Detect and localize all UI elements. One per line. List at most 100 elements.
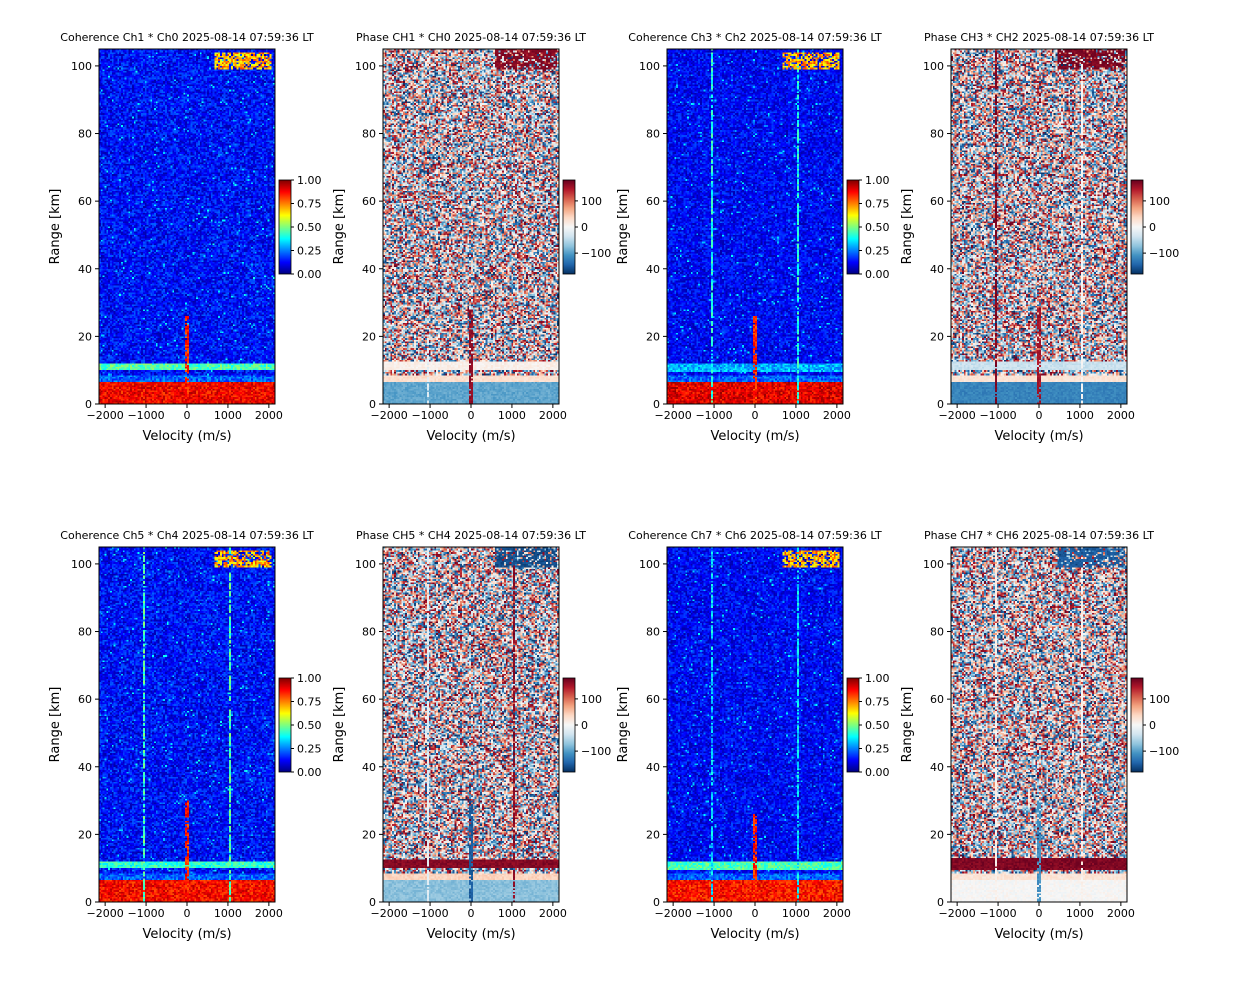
colorbar-tick-label: 0.25 [297, 245, 322, 258]
y-tick-label: 80 [930, 626, 944, 639]
y-tick-label: 40 [646, 263, 660, 276]
colorbar-tick-label: 0.75 [297, 696, 322, 709]
chart-title: Coherence Ch3 * Ch2 2025-08-14 07:59:36 … [628, 31, 882, 44]
y-tick-label: 60 [78, 195, 92, 208]
y-tick-label: 40 [930, 263, 944, 276]
subplot-phase: Phase CH5 * CH4 2025-08-14 07:59:36 LT −2… [332, 529, 611, 942]
colorbar-tick-label: 100 [1149, 195, 1170, 208]
x-tick-label: −2000 [939, 409, 976, 422]
chart-title: Phase CH5 * CH4 2025-08-14 07:59:36 LT [356, 529, 586, 542]
y-tick-label: 80 [362, 626, 376, 639]
chart-title: Coherence Ch1 * Ch0 2025-08-14 07:59:36 … [60, 31, 314, 44]
x-tick-label: 0 [468, 409, 475, 422]
heatmap-image [383, 49, 559, 404]
colorbar-tick-label: 0.00 [297, 268, 322, 281]
y-tick-label: 40 [362, 761, 376, 774]
chart-title: Phase CH3 * CH2 2025-08-14 07:59:36 LT [924, 31, 1154, 44]
y-tick-label: 20 [362, 828, 376, 841]
y-tick-label: 20 [646, 330, 660, 343]
y-axis-label: Range [km] [48, 189, 63, 265]
colorbar-tick-label: −100 [581, 247, 611, 260]
colorbar-tick-label: 0.75 [865, 198, 890, 211]
y-tick-label: 0 [653, 896, 660, 909]
y-tick-label: 80 [78, 626, 92, 639]
x-tick-label: 0 [752, 907, 759, 920]
y-tick-label: 40 [362, 263, 376, 276]
colorbar-gradient [279, 180, 291, 274]
x-tick-label: 1000 [782, 907, 810, 920]
colorbar-tick-label: 0.00 [865, 766, 890, 779]
x-tick-label: −1000 [127, 907, 164, 920]
x-tick-label: −1000 [411, 907, 448, 920]
y-tick-label: 100 [355, 558, 376, 571]
x-tick-label: 1000 [498, 907, 526, 920]
y-tick-label: 60 [646, 195, 660, 208]
y-tick-label: 20 [646, 828, 660, 841]
y-tick-label: 0 [369, 896, 376, 909]
y-axis-label: Range [km] [900, 687, 915, 763]
x-tick-label: −1000 [127, 409, 164, 422]
x-tick-label: −2000 [87, 409, 124, 422]
subplot-phase: Phase CH1 * CH0 2025-08-14 07:59:36 LT −2… [332, 31, 611, 444]
colorbar-tick-label: 0.50 [865, 719, 890, 732]
colorbar-tick-label: 1.00 [297, 174, 322, 187]
subplot-coherence: Coherence Ch1 * Ch0 2025-08-14 07:59:36 … [48, 31, 322, 444]
colorbar-tick-label: 0.25 [865, 743, 890, 756]
heatmap-image [99, 547, 275, 902]
chart-title: Coherence Ch5 * Ch4 2025-08-14 07:59:36 … [60, 529, 314, 542]
heatmap-image [951, 547, 1127, 902]
y-tick-label: 0 [85, 896, 92, 909]
colorbar-gradient [847, 180, 859, 274]
heatmap-image [667, 49, 843, 404]
y-tick-label: 0 [653, 398, 660, 411]
colorbar-tick-label: 1.00 [865, 672, 890, 685]
x-tick-label: 0 [1036, 907, 1043, 920]
y-tick-label: 20 [78, 330, 92, 343]
colorbar-tick-label: 0.50 [865, 221, 890, 234]
x-tick-label: 0 [184, 907, 191, 920]
colorbar-tick-label: 0.25 [865, 245, 890, 258]
colorbar-tick-label: 0.00 [865, 268, 890, 281]
y-tick-label: 0 [937, 896, 944, 909]
x-tick-label: 2000 [539, 907, 567, 920]
subplot-phase: Phase CH7 * CH6 2025-08-14 07:59:36 LT −2… [900, 529, 1179, 942]
colorbar-tick-label: 0.25 [297, 743, 322, 756]
colorbar-gradient [563, 180, 575, 274]
y-tick-label: 20 [930, 828, 944, 841]
heatmap-image [951, 49, 1127, 404]
heatmap-image [667, 547, 843, 902]
y-tick-label: 0 [937, 398, 944, 411]
x-tick-label: −2000 [655, 409, 692, 422]
colorbar-tick-label: 0 [1149, 719, 1156, 732]
x-axis-label: Velocity (m/s) [710, 927, 799, 942]
colorbar-gradient [279, 678, 291, 772]
x-tick-label: −2000 [939, 907, 976, 920]
y-tick-label: 80 [646, 128, 660, 141]
y-tick-label: 60 [362, 693, 376, 706]
x-tick-label: 2000 [255, 409, 283, 422]
y-tick-label: 60 [646, 693, 660, 706]
y-tick-label: 40 [930, 761, 944, 774]
y-axis-label: Range [km] [332, 687, 347, 763]
colorbar-tick-label: 1.00 [297, 672, 322, 685]
y-tick-label: 80 [362, 128, 376, 141]
x-axis-label: Velocity (m/s) [426, 927, 515, 942]
y-tick-label: 0 [369, 398, 376, 411]
colorbar-gradient [847, 678, 859, 772]
x-tick-label: 1000 [498, 409, 526, 422]
x-axis-label: Velocity (m/s) [994, 927, 1083, 942]
x-axis-label: Velocity (m/s) [994, 429, 1083, 444]
colorbar-tick-label: −100 [1149, 745, 1179, 758]
x-tick-label: 0 [468, 907, 475, 920]
y-tick-label: 60 [930, 693, 944, 706]
chart-title: Coherence Ch7 * Ch6 2025-08-14 07:59:36 … [628, 529, 882, 542]
x-tick-label: 1000 [214, 907, 242, 920]
x-tick-label: 0 [184, 409, 191, 422]
y-tick-label: 60 [78, 693, 92, 706]
y-tick-label: 100 [71, 558, 92, 571]
subplot-coherence: Coherence Ch7 * Ch6 2025-08-14 07:59:36 … [616, 529, 890, 942]
x-tick-label: −2000 [87, 907, 124, 920]
x-tick-label: −1000 [979, 409, 1016, 422]
y-tick-label: 60 [930, 195, 944, 208]
